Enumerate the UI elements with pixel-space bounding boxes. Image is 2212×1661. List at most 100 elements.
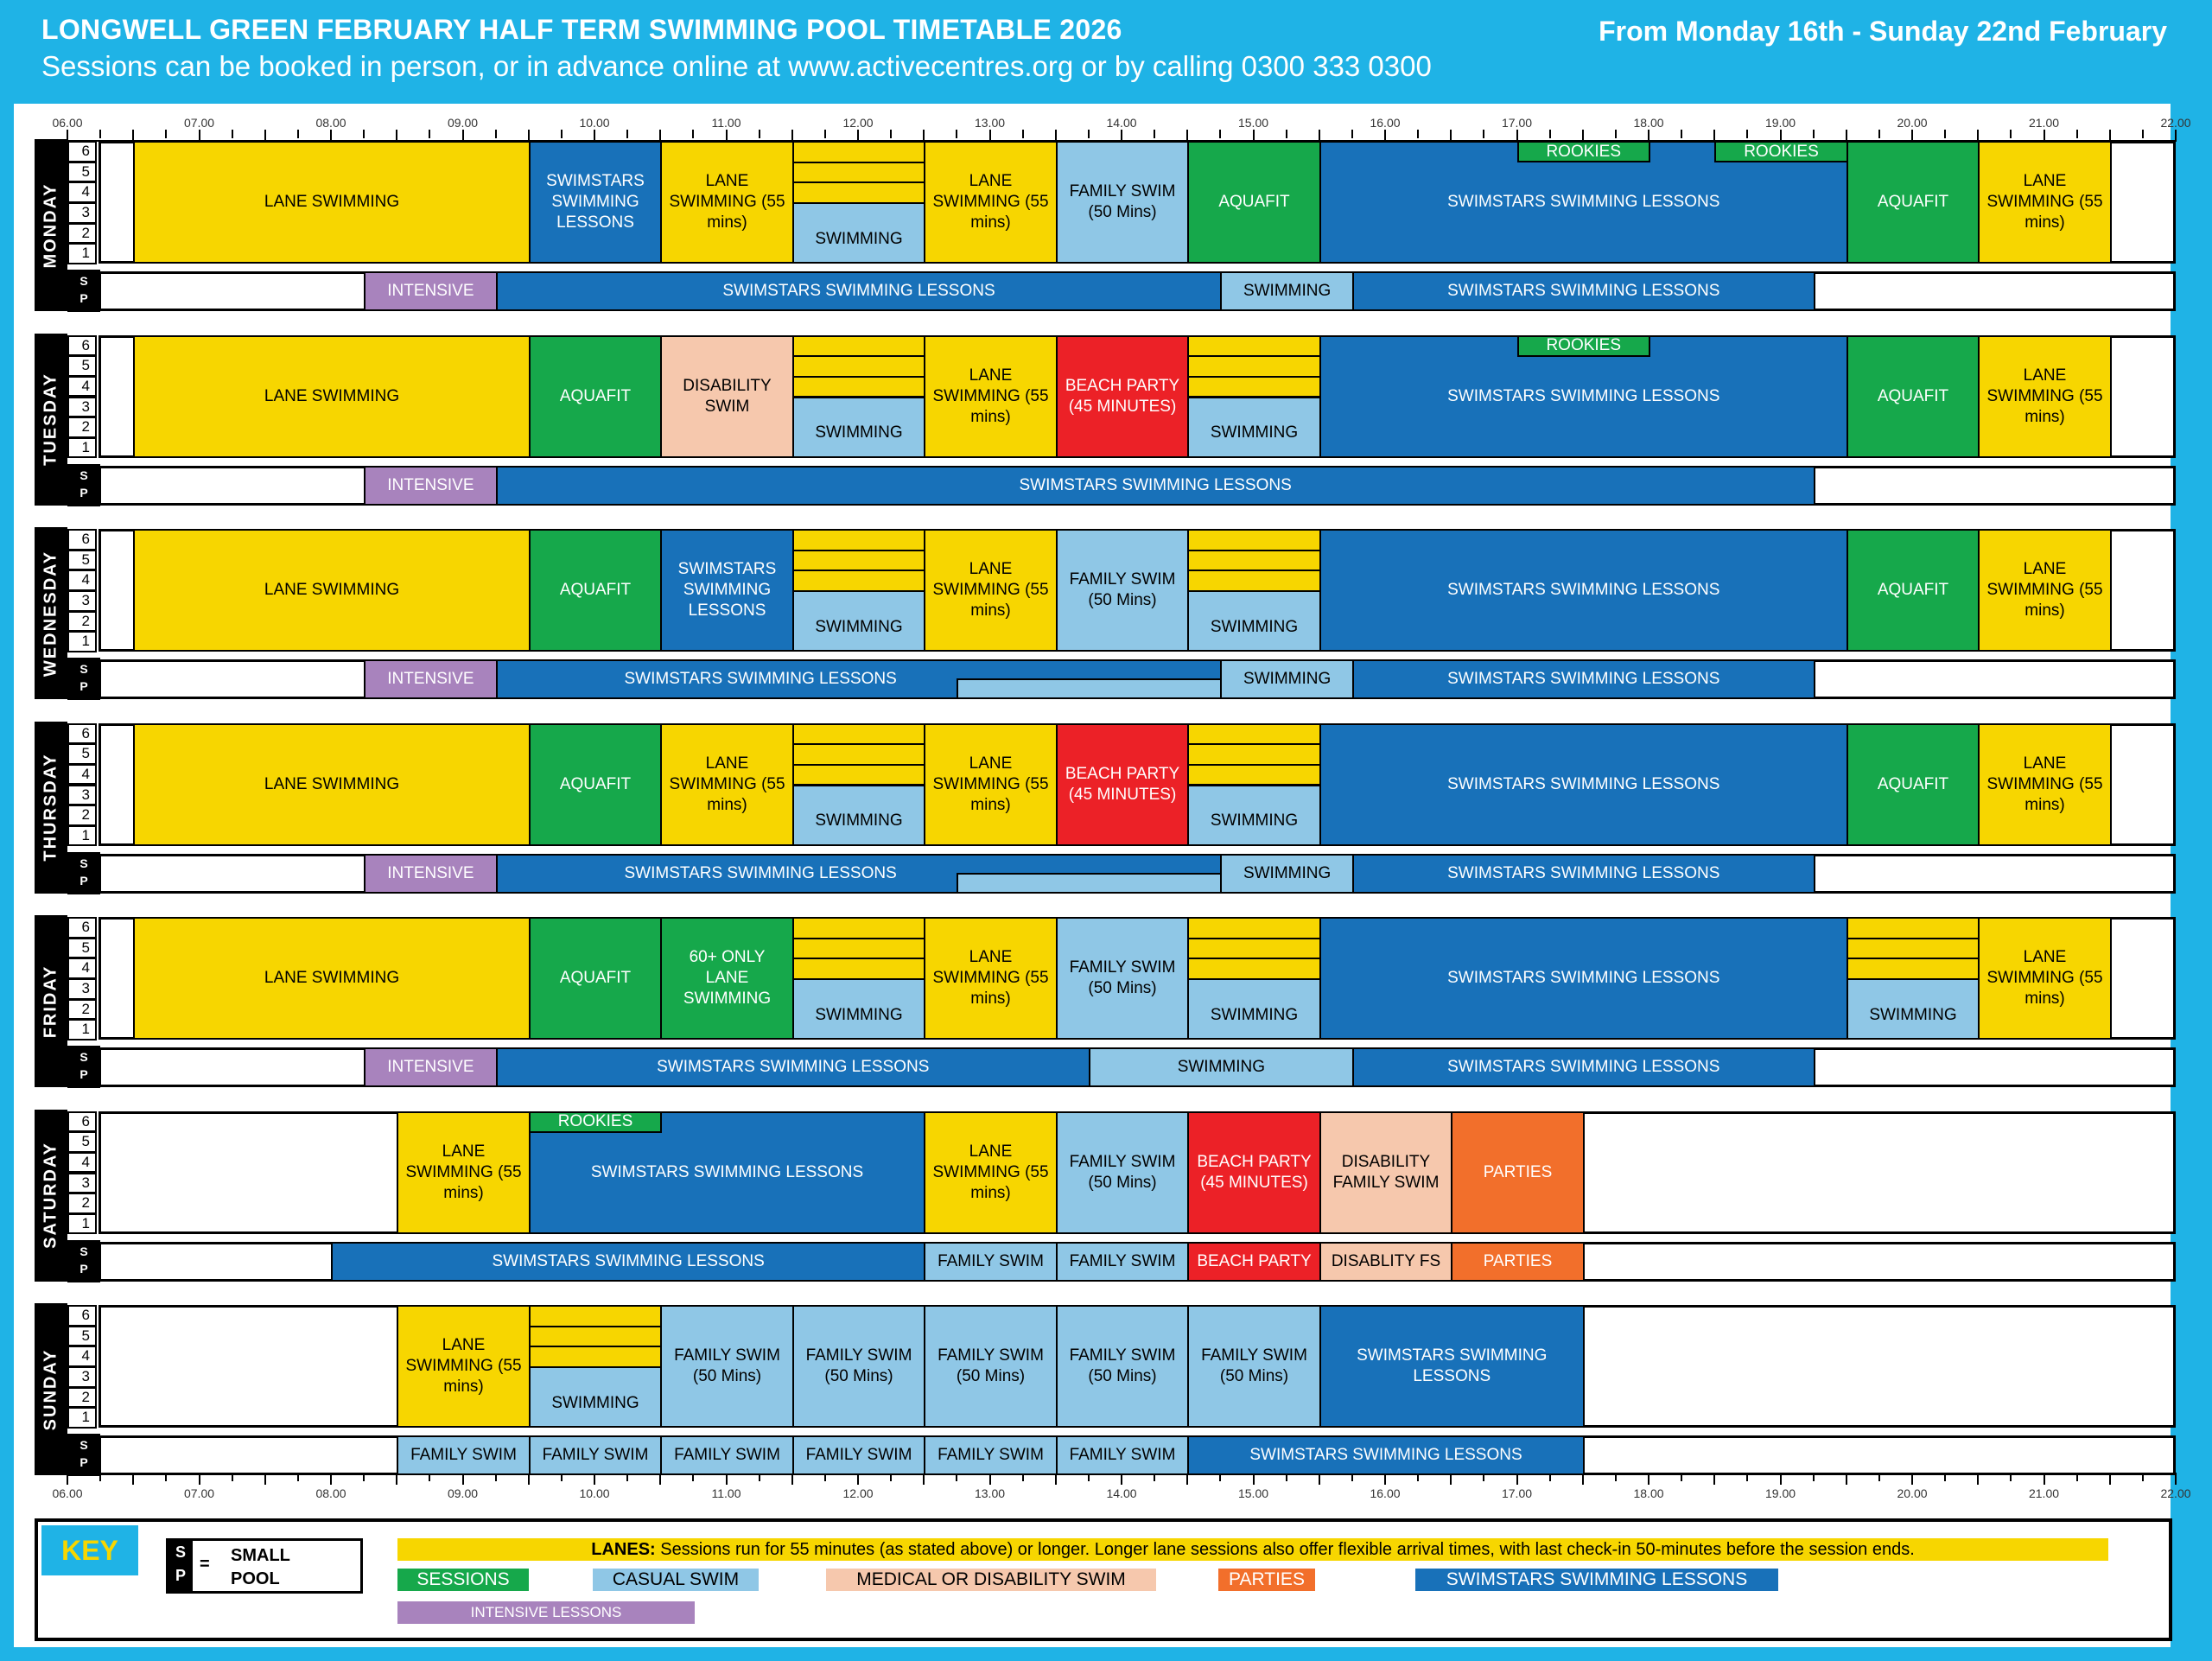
sp-session-block[interactable]: SWIMSTARS SWIMMING LESSONS bbox=[1351, 271, 1815, 311]
lane-strip[interactable] bbox=[791, 161, 926, 184]
sp-session-block[interactable]: FAMILY SWIM bbox=[1055, 1435, 1190, 1475]
session-block[interactable]: LANE SWIMMING bbox=[133, 529, 531, 652]
sp-session-block[interactable]: BEACH PARTY bbox=[1187, 1241, 1321, 1282]
session-block[interactable]: LANE SWIMMING (55 mins) bbox=[397, 1111, 531, 1234]
sp-session-block[interactable]: SWIMSTARS SWIMMING LESSONS bbox=[1351, 853, 1815, 894]
sp-session-block[interactable]: INTENSIVE bbox=[364, 1047, 498, 1087]
sp-session-block[interactable]: SWIMSTARS SWIMMING LESSONS bbox=[331, 1241, 926, 1282]
session-block[interactable]: BEACH PARTY (45 MINUTES) bbox=[1055, 334, 1190, 458]
session-block[interactable]: FAMILY SWIM (50 Mins) bbox=[1055, 141, 1190, 264]
sp-session-block[interactable]: INTENSIVE bbox=[364, 659, 498, 699]
session-block[interactable]: LANE SWIMMING (55 mins) bbox=[397, 1305, 531, 1428]
sp-session-block[interactable]: PARTIES bbox=[1451, 1241, 1585, 1282]
sp-session-block[interactable]: INTENSIVE bbox=[364, 271, 498, 311]
session-block[interactable]: SWIMSTARS SWIMMING LESSONS bbox=[1319, 722, 1848, 846]
session-block[interactable]: SWIMMING bbox=[528, 1366, 663, 1428]
lane-strip[interactable] bbox=[1187, 355, 1321, 378]
session-block[interactable]: LANE SWIMMING (55 mins) bbox=[1978, 722, 2112, 846]
session-block[interactable]: LANE SWIMMING (55 mins) bbox=[924, 1111, 1058, 1234]
session-block[interactable]: AQUAFIT bbox=[528, 917, 663, 1040]
session-block[interactable]: LANE SWIMMING (55 mins) bbox=[1978, 917, 2112, 1040]
lane-strip[interactable] bbox=[528, 1305, 663, 1327]
sp-session-block[interactable]: FAMILY SWIM bbox=[791, 1435, 926, 1475]
lane-strip[interactable] bbox=[791, 743, 926, 766]
sp-session-block[interactable]: SWIMMING bbox=[1220, 271, 1354, 311]
sp-session-block[interactable]: SWIMSTARS SWIMMING LESSONS bbox=[1351, 659, 1815, 699]
rookies-block[interactable]: ROOKIES bbox=[1714, 141, 1848, 162]
sp-swimming-step[interactable] bbox=[957, 678, 1223, 699]
session-block[interactable]: FAMILY SWIM (50 Mins) bbox=[1055, 917, 1190, 1040]
session-block[interactable]: LANE SWIMMING (55 mins) bbox=[924, 334, 1058, 458]
sp-session-block[interactable]: SWIMMING bbox=[1220, 659, 1354, 699]
rookies-block[interactable]: ROOKIES bbox=[528, 1111, 663, 1133]
session-block[interactable]: AQUAFIT bbox=[1846, 722, 1980, 846]
sp-session-block[interactable]: INTENSIVE bbox=[364, 853, 498, 894]
session-block[interactable]: LANE SWIMMING (55 mins) bbox=[924, 141, 1058, 264]
lane-strip[interactable] bbox=[791, 937, 926, 960]
session-block[interactable]: SWIMSTARS SWIMMING LESSONS bbox=[1319, 529, 1848, 652]
session-block[interactable]: LANE SWIMMING bbox=[133, 141, 531, 264]
session-block[interactable]: LANE SWIMMING (55 mins) bbox=[924, 529, 1058, 652]
sp-session-block[interactable]: SWIMSTARS SWIMMING LESSONS bbox=[495, 465, 1815, 506]
lane-strip[interactable] bbox=[791, 958, 926, 980]
lane-strip[interactable] bbox=[1187, 570, 1321, 592]
session-block[interactable]: SWIMSTARS SWIMMING LESSONS bbox=[660, 529, 794, 652]
session-block[interactable]: DISABILITY SWIM bbox=[660, 334, 794, 458]
sp-session-block[interactable]: FAMILY SWIM bbox=[397, 1435, 531, 1475]
lane-strip[interactable] bbox=[1187, 334, 1321, 358]
session-block[interactable]: LANE SWIMMING bbox=[133, 722, 531, 846]
session-block[interactable]: AQUAFIT bbox=[528, 722, 663, 846]
rookies-block[interactable]: ROOKIES bbox=[1516, 334, 1650, 357]
session-block[interactable]: LANE SWIMMING (55 mins) bbox=[924, 722, 1058, 846]
session-block[interactable]: BEACH PARTY (45 MINUTES) bbox=[1055, 722, 1190, 846]
session-block[interactable]: AQUAFIT bbox=[1846, 141, 1980, 264]
sp-session-block[interactable]: INTENSIVE bbox=[364, 465, 498, 506]
lane-strip[interactable] bbox=[791, 917, 926, 939]
session-block[interactable]: FAMILY SWIM (50 Mins) bbox=[1055, 1305, 1190, 1428]
session-block[interactable]: SWIMMING bbox=[1187, 396, 1321, 458]
lane-strip[interactable] bbox=[791, 181, 926, 204]
lane-strip[interactable] bbox=[1187, 375, 1321, 398]
lane-strip[interactable] bbox=[791, 722, 926, 746]
session-block[interactable]: SWIMMING bbox=[1187, 590, 1321, 652]
session-block[interactable]: FAMILY SWIM (50 Mins) bbox=[791, 1305, 926, 1428]
session-block[interactable]: SWIMSTARS SWIMMING LESSONS bbox=[1319, 917, 1848, 1040]
lane-strip[interactable] bbox=[1187, 722, 1321, 746]
sp-session-block[interactable]: SWIMMING bbox=[1220, 853, 1354, 894]
session-block[interactable]: SWIMMING bbox=[791, 396, 926, 458]
lane-strip[interactable] bbox=[791, 141, 926, 163]
session-block[interactable]: LANE SWIMMING (55 mins) bbox=[924, 917, 1058, 1040]
session-block[interactable]: LANE SWIMMING (55 mins) bbox=[1978, 334, 2112, 458]
session-block[interactable]: PARTIES bbox=[1451, 1111, 1585, 1234]
session-block[interactable]: 60+ ONLY LANE SWIMMING bbox=[660, 917, 794, 1040]
sp-session-block[interactable]: SWIMSTARS SWIMMING LESSONS bbox=[495, 1047, 1090, 1087]
session-block[interactable]: SWIMMING bbox=[1187, 784, 1321, 846]
session-block[interactable]: SWIMSTARS SWIMMING LESSONS bbox=[1319, 334, 1848, 458]
session-block[interactable]: SWIMSTARS SWIMMING LESSONS bbox=[1319, 1305, 1585, 1428]
session-block[interactable]: AQUAFIT bbox=[528, 529, 663, 652]
sp-session-block[interactable]: SWIMSTARS SWIMMING LESSONS bbox=[1351, 1047, 1815, 1087]
session-block[interactable]: LANE SWIMMING (55 mins) bbox=[1978, 141, 2112, 264]
session-block[interactable]: LANE SWIMMING bbox=[133, 334, 531, 458]
session-block[interactable]: FAMILY SWIM (50 Mins) bbox=[1055, 1111, 1190, 1234]
lane-strip[interactable] bbox=[1187, 763, 1321, 786]
lane-strip[interactable] bbox=[528, 1325, 663, 1348]
lane-strip[interactable] bbox=[1846, 937, 1980, 960]
lane-strip[interactable] bbox=[1187, 937, 1321, 960]
session-block[interactable]: AQUAFIT bbox=[1187, 141, 1321, 264]
sp-session-block[interactable]: DISABLITY FS bbox=[1319, 1241, 1453, 1282]
sp-session-block[interactable]: SWIMMING bbox=[1088, 1047, 1354, 1087]
lane-strip[interactable] bbox=[1187, 917, 1321, 939]
session-block[interactable]: AQUAFIT bbox=[1846, 334, 1980, 458]
session-block[interactable]: FAMILY SWIM (50 Mins) bbox=[924, 1305, 1058, 1428]
session-block[interactable]: SWIMSTARS SWIMMING LESSONS bbox=[528, 141, 663, 264]
session-block[interactable]: LANE SWIMMING bbox=[133, 917, 531, 1040]
sp-session-block[interactable]: SWIMSTARS SWIMMING LESSONS bbox=[495, 271, 1223, 311]
session-block[interactable]: FAMILY SWIM (50 Mins) bbox=[660, 1305, 794, 1428]
sp-session-block[interactable]: FAMILY SWIM bbox=[1055, 1241, 1190, 1282]
session-block[interactable]: FAMILY SWIM (50 Mins) bbox=[1187, 1305, 1321, 1428]
session-block[interactable]: DISABILITY FAMILY SWIM bbox=[1319, 1111, 1453, 1234]
lane-strip[interactable] bbox=[1846, 958, 1980, 980]
lane-strip[interactable] bbox=[791, 570, 926, 592]
session-block[interactable]: LANE SWIMMING (55 mins) bbox=[660, 141, 794, 264]
